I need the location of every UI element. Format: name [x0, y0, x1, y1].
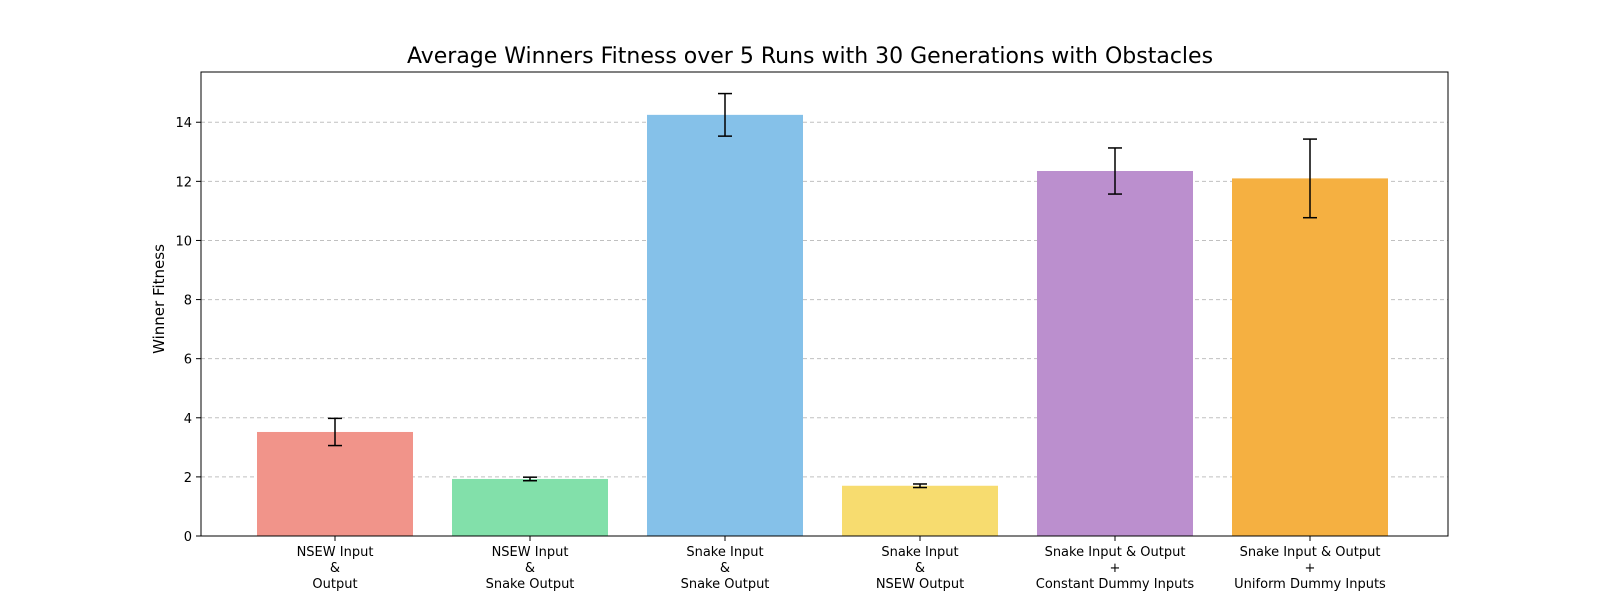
x-tick-label-line: Snake Input	[686, 545, 763, 560]
x-tick-label-line: NSEW Output	[876, 577, 964, 592]
bars	[257, 114, 1388, 537]
y-tick-label: 12	[175, 175, 192, 190]
x-tick-label: Snake Input & Output + Uniform Dummy Input…	[1234, 545, 1386, 592]
y-axis-label: Winner Fitness	[150, 244, 168, 354]
y-tick-label: 10	[175, 234, 192, 249]
x-tick-label-line: Snake Input	[881, 545, 958, 560]
x-tick-label: Snake Input & Output + Constant Dummy Inpu…	[1036, 545, 1195, 592]
x-tick-label-line: &	[525, 561, 535, 576]
y-tick-label: 4	[184, 412, 192, 427]
x-tick-label-line: Uniform Dummy Inputs	[1234, 577, 1386, 592]
y-axis: 0 2 4 6 8 10 12 14	[175, 116, 201, 545]
x-tick-label: NSEW Input & Output	[297, 545, 374, 592]
x-tick-label-line: NSEW Input	[297, 545, 374, 560]
x-tick-label-line: +	[1110, 561, 1121, 576]
error-bar	[523, 476, 537, 482]
x-tick-label-line: NSEW Input	[492, 545, 569, 560]
x-tick-label-line: &	[720, 561, 730, 576]
error-bar	[1303, 138, 1317, 219]
x-tick-label-line: Constant Dummy Inputs	[1036, 577, 1195, 592]
x-tick-label-line: &	[915, 561, 925, 576]
x-tick-label: Snake Input & Snake Output	[681, 545, 770, 592]
error-bar	[718, 92, 732, 137]
bar	[842, 485, 998, 536]
x-tick-label-line: &	[330, 561, 340, 576]
x-tick-label-line: +	[1305, 561, 1316, 576]
error-bar	[1108, 147, 1122, 195]
error-bars	[328, 92, 1317, 489]
y-tick-label: 8	[184, 294, 192, 309]
y-tick-label: 14	[175, 116, 192, 131]
y-tick-label: 2	[184, 471, 192, 486]
y-tick-label: 0	[184, 530, 192, 545]
bar	[452, 478, 608, 536]
bar	[1232, 178, 1388, 536]
x-tick-label-line: Snake Output	[486, 577, 575, 592]
x-tick-label: Snake Input & NSEW Output	[876, 545, 964, 592]
x-tick-label: NSEW Input & Snake Output	[486, 545, 575, 592]
chart-title: Average Winners Fitness over 5 Runs with…	[407, 44, 1213, 69]
x-tick-label-line: Output	[312, 577, 357, 592]
x-tick-label-line: Snake Input & Output	[1045, 545, 1186, 560]
plot-frame	[200, 71, 1449, 537]
bar	[647, 114, 803, 536]
error-bar	[913, 483, 927, 489]
x-tick-label-line: Snake Input & Output	[1240, 545, 1381, 560]
x-tick-label-line: Snake Output	[681, 577, 770, 592]
bar	[257, 431, 413, 536]
y-tick-label: 6	[184, 353, 192, 368]
error-bar	[328, 417, 342, 447]
bar	[1037, 171, 1193, 537]
